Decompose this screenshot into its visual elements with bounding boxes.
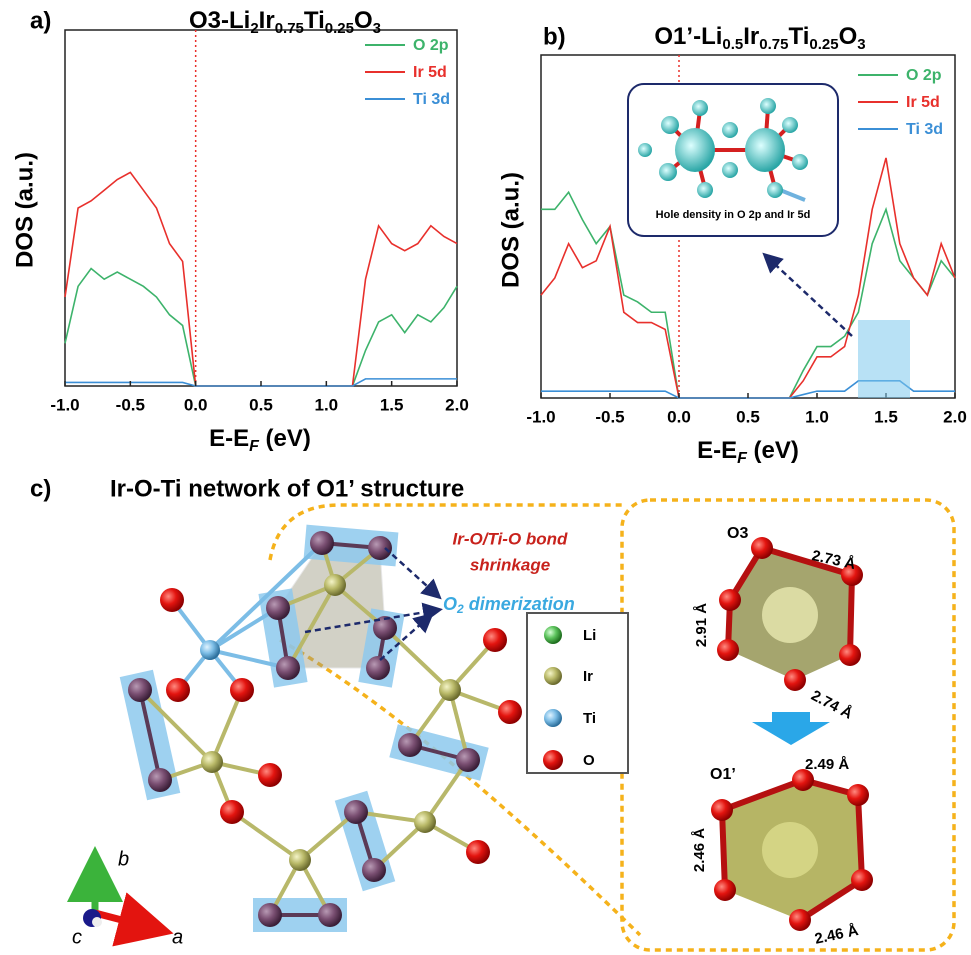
legend-label: Ir 5d [906, 94, 940, 111]
title-part: 0.75 [275, 20, 304, 37]
x-tick-label: 0.0 [184, 395, 208, 414]
axis-label: a [172, 926, 183, 948]
crystal-structure [128, 531, 522, 927]
x-axis-label-part: E-E [697, 437, 737, 464]
distance-label: 2.74 Å [808, 687, 855, 723]
x-axis-label-part: (eV) [259, 425, 311, 452]
x-axis-label: E-EF (eV) [209, 425, 311, 455]
distance-label: 2.46 Å [813, 922, 860, 948]
structure-label: O1’ [710, 766, 736, 783]
title-part: 0.25 [809, 36, 838, 53]
legend-label: Ti 3d [906, 121, 943, 138]
series-line [65, 269, 457, 386]
x-tick-label: -0.5 [116, 395, 145, 414]
x-tick-label: -0.5 [595, 407, 624, 426]
highlight-region [858, 320, 910, 398]
x-tick-label: 0.5 [736, 407, 760, 426]
panel-label: a) [30, 7, 51, 34]
title-part: 0.25 [325, 20, 354, 37]
inset: Hole density in O 2p and Ir 5d [628, 84, 838, 236]
annotation: shrinkage [470, 555, 550, 574]
x-tick-label: 2.0 [943, 407, 967, 426]
atom-legend: Li Ir Ti O [527, 613, 628, 773]
legend-label: Ir 5d [413, 64, 447, 81]
legend-label: Li [583, 627, 596, 644]
chart-title: O1’-Li0.5Ir0.75Ti0.25O3 [654, 23, 865, 53]
inset-caption: Hole density in O 2p and Ir 5d [656, 209, 811, 221]
title-part: 0.75 [759, 36, 788, 53]
x-axis-label-part: (eV) [747, 437, 799, 464]
title-part: O [354, 7, 373, 34]
title-part: Ir [743, 23, 759, 50]
legend-label: Ti 3d [413, 91, 450, 108]
x-tick-label: 1.5 [380, 395, 404, 414]
axis-label: c [72, 926, 82, 948]
x-tick-label: 0.5 [249, 395, 273, 414]
distance-label: 2.46 Å [691, 828, 708, 872]
x-tick-label: 2.0 [445, 395, 469, 414]
x-tick-label: -1.0 [50, 395, 79, 414]
axis-label: b [118, 848, 129, 870]
figure: -1.0 -0.5 0.0 0.5 1.0 1.5 2.0 O 2p Ir 5d Ti 3d b) O… [0, 0, 971, 955]
title-part: Ti [304, 7, 325, 34]
title-part: 0.5 [722, 36, 743, 53]
panel-label: c) [30, 475, 51, 502]
axis-triad: b a c [72, 848, 183, 948]
x-tick-label: 0.0 [667, 407, 691, 426]
x-tick-label: 1.5 [874, 407, 898, 426]
chart: -1.0 -0.5 0.0 0.5 1.0 1.5 2.0 O 2p Ir 5d Ti 3d a) O… [11, 7, 468, 455]
title-part: O [839, 23, 858, 50]
annotation-part: O [443, 594, 457, 614]
o3-octahedron: O3 2.73 Å 2.91 Å 2.74 Å [693, 525, 863, 723]
title-part: Ti [788, 23, 809, 50]
legend-label: Ir [583, 668, 593, 685]
x-axis-label-part: E-E [209, 425, 249, 452]
distance-label: 2.91 Å [693, 603, 710, 647]
inset-arrow [766, 256, 852, 336]
titanium [200, 640, 220, 660]
legend-label: O 2p [413, 37, 449, 54]
y-axis-label: DOS (a.u.) [497, 172, 524, 288]
annotation-part: dimerization [464, 594, 575, 614]
title-part: 3 [373, 20, 381, 37]
title-part: 3 [857, 36, 865, 53]
annotation: Ir-O/Ti-O bond [453, 529, 569, 548]
distance-label: 2.49 Å [805, 756, 849, 773]
legend-label: O 2p [906, 67, 942, 84]
title-part: O3-Li [189, 7, 250, 34]
series-line [65, 172, 457, 386]
y-axis-label: DOS (a.u.) [11, 152, 38, 268]
title-part: 2 [250, 20, 258, 37]
panel-title: Ir-O-Ti network of O1’ structure [110, 475, 464, 502]
x-tick-label: -1.0 [526, 407, 555, 426]
o1-octahedron: O1’ 2.49 Å 2.46 Å 2.46 Å [691, 756, 873, 948]
x-tick-label: 1.0 [805, 407, 829, 426]
legend-label: Ti [583, 710, 596, 727]
transition-arrow [752, 712, 830, 745]
x-tick-label: 1.0 [315, 395, 339, 414]
legend-label: O [583, 752, 595, 769]
chart-title: O3-Li2Ir0.75Ti0.25O3 [189, 7, 381, 37]
structure-label: O3 [727, 525, 748, 542]
plot-frame [65, 30, 457, 386]
title-part: Ir [259, 7, 275, 34]
title-part: O1’-Li [654, 23, 722, 50]
panel-label: b) [543, 23, 566, 50]
x-axis-label: E-EF (eV) [697, 437, 799, 467]
